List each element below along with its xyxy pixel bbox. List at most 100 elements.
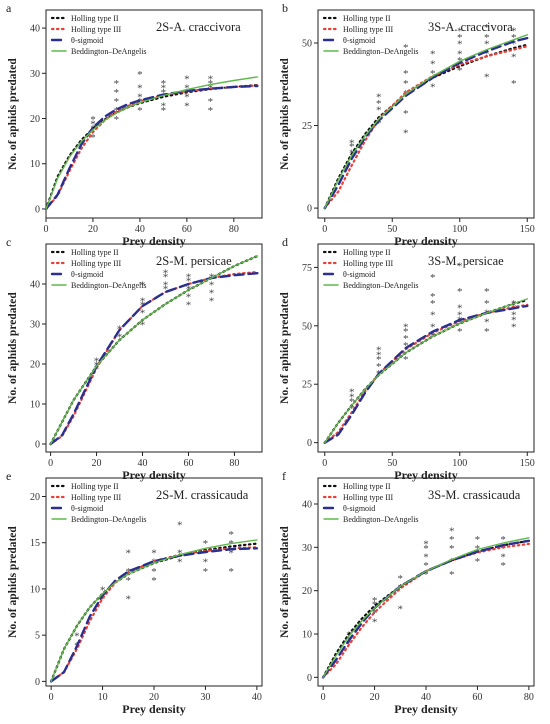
data-point: *	[500, 552, 506, 564]
legend-label: Holling type III	[343, 493, 394, 502]
x-tick-label: 40	[135, 224, 145, 235]
data-point: *	[376, 98, 382, 110]
legend-label: θ-sigmoid	[343, 270, 375, 279]
panel-title: 2S-M. persicae	[156, 254, 232, 268]
legend-label: Holling type II	[343, 14, 391, 23]
data-point: *	[484, 39, 490, 51]
data-point: *	[430, 310, 436, 322]
data-point: *	[90, 119, 96, 131]
x-axis-label: Prey density	[394, 234, 457, 248]
series-line-bd	[322, 537, 530, 678]
x-tick-label: 0	[321, 692, 326, 703]
y-axis-label: No. of aphids predated	[7, 58, 19, 170]
y-axis-label: No. of aphids predated	[279, 58, 291, 170]
series-line-th	[44, 84, 259, 211]
data-point: *	[163, 280, 169, 292]
y-tick-label: 75	[302, 263, 312, 274]
x-tick-label: 40	[421, 692, 431, 703]
legend-label: Holling type III	[343, 25, 394, 34]
y-tick-label: 0	[35, 440, 40, 451]
data-point: *	[376, 118, 382, 130]
data-point: *	[430, 48, 436, 60]
y-tick-label: 0	[307, 204, 312, 215]
data-point: *	[403, 321, 409, 333]
data-point: *	[184, 100, 190, 112]
data-point: *	[203, 557, 209, 569]
x-tick-label: 60	[183, 458, 193, 469]
x-tick-label: 60	[182, 224, 192, 235]
data-point: *	[430, 58, 436, 70]
x-tick-label: 150	[520, 224, 535, 235]
x-tick-label: 80	[229, 224, 239, 235]
data-point: *	[228, 566, 234, 578]
x-tick-label: 40	[138, 458, 148, 469]
data-point: *	[449, 543, 455, 555]
data-point: *	[500, 560, 506, 572]
y-axis-label: No. of aphids predated	[279, 526, 291, 638]
series-line-th	[323, 36, 529, 210]
y-tick-label: 20	[302, 586, 312, 597]
series-line-bd	[49, 255, 259, 445]
data-point: *	[126, 594, 132, 606]
panel-letter: f	[282, 469, 286, 483]
data-point: *	[137, 91, 143, 103]
series-line-t2	[323, 43, 529, 210]
panel-title: 3S-M. persicae	[428, 254, 504, 268]
data-point: *	[349, 396, 355, 408]
y-tick-label: 20	[30, 114, 40, 125]
x-axis-label: Prey density	[122, 702, 185, 716]
data-point: *	[349, 391, 355, 403]
data-point: *	[430, 68, 436, 80]
x-tick-label: 20	[92, 458, 102, 469]
panel-letter: b	[282, 1, 288, 15]
data-point: *	[449, 569, 455, 581]
data-point: *	[430, 81, 436, 93]
data-point: *	[100, 594, 106, 606]
data-point: *	[137, 82, 143, 94]
data-point: *	[511, 78, 517, 90]
data-point: *	[163, 268, 169, 280]
legend-label: Holling type III	[71, 259, 122, 268]
y-tick-label: 5	[35, 631, 40, 642]
data-point: *	[114, 96, 120, 108]
data-point: *	[403, 340, 409, 352]
data-point: *	[423, 560, 429, 572]
x-tick-label: 40	[252, 692, 262, 703]
legend-label: θ-sigmoid	[71, 504, 103, 513]
data-point: *	[457, 303, 463, 315]
data-point: *	[208, 73, 214, 85]
data-point: *	[186, 272, 192, 284]
y-tick-label: 50	[302, 321, 312, 332]
data-point: *	[449, 556, 455, 568]
legend: Holling type II Holling type III θ-sigmoid…	[50, 482, 147, 524]
series-line-th	[323, 304, 529, 444]
x-tick-label: 80	[524, 692, 534, 703]
legend-label: θ-sigmoid	[343, 36, 375, 45]
y-tick-label: 10	[30, 159, 40, 170]
x-tick-label: 20	[149, 692, 159, 703]
data-point: *	[511, 39, 517, 51]
legend: Holling type II Holling type III θ-sigmoid…	[50, 248, 147, 290]
data-point: *	[398, 573, 404, 585]
x-tick-label: 0	[44, 224, 49, 235]
data-point: *	[484, 22, 490, 34]
series-line-bd	[50, 539, 258, 683]
data-point: *	[151, 547, 157, 559]
x-tick-label: 20	[370, 692, 380, 703]
data-point: *	[209, 280, 215, 292]
x-tick-label: 0	[322, 458, 327, 469]
y-axis-label: No. of aphids predated	[279, 292, 291, 404]
legend-label: θ-sigmoid	[343, 504, 375, 513]
legend-label: Beddington–DeAngelis	[343, 281, 419, 290]
panel-letter: a	[6, 1, 12, 15]
series-line-t3	[323, 303, 529, 444]
legend-label: Beddington–DeAngelis	[343, 47, 419, 56]
data-point: *	[203, 566, 209, 578]
data-point: *	[94, 356, 100, 368]
data-point: *	[403, 108, 409, 120]
legend: Holling type II Holling type III θ-sigmoid…	[322, 482, 419, 524]
data-point: *	[376, 349, 382, 361]
data-point: *	[161, 82, 167, 94]
data-point: *	[151, 566, 157, 578]
